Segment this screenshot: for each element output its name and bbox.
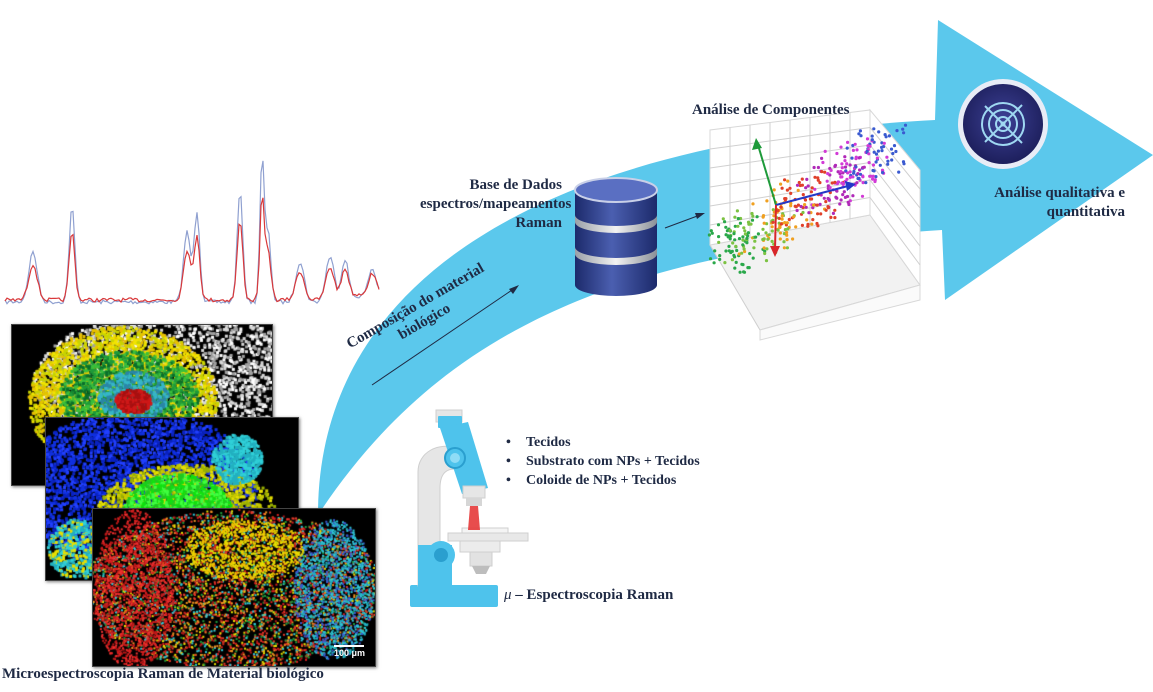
sample-item: Tecidos xyxy=(506,433,700,452)
database-label-line-3: Raman xyxy=(515,215,562,231)
process-arrow xyxy=(318,20,1153,515)
micro-raman-label: μ – Espectroscopia Raman xyxy=(504,587,673,604)
sample-item: Substrato com NPs + Tecidos xyxy=(506,452,700,471)
microscope-icon xyxy=(410,409,529,607)
composition-arrow-line xyxy=(371,287,516,386)
scale-bar: 100 μm xyxy=(334,645,365,658)
components-analysis-label: Análise de Componentes xyxy=(692,102,850,118)
db-to-pca-arrowhead xyxy=(695,213,705,219)
micro-symbol: μ xyxy=(504,587,512,603)
scale-bar-label: 100 μm xyxy=(333,648,365,658)
micro-raman-text: – Espectroscopia Raman xyxy=(511,587,674,603)
database-label-line-2: espectros/mapeamentos xyxy=(420,196,572,212)
sample-item: Coloide de NPs + Tecidos xyxy=(506,471,700,490)
target-icon xyxy=(958,79,1048,169)
bottom-title: Microespectroscopia Raman de Material bi… xyxy=(2,666,324,682)
sample-list: Tecidos Substrato com NPs + Tecidos Colo… xyxy=(506,433,700,490)
raman-map-panel-3: 100 μm xyxy=(92,508,376,667)
pca-scatter-plot xyxy=(707,108,921,341)
db-to-pca-arrow xyxy=(664,214,701,229)
database-label-line-1: Base de Dados xyxy=(469,177,562,193)
raman-spectra xyxy=(4,160,380,305)
output-analysis-label: Análise qualitativa e quantitativa xyxy=(915,184,1125,222)
output-label-line-2: quantitativa xyxy=(1046,204,1125,220)
database-icon xyxy=(574,177,658,296)
composition-arrowhead xyxy=(509,285,519,294)
output-label-line-1: Análise qualitativa e xyxy=(994,185,1125,201)
database-label: Base de Dados espectros/mapeamentos Rama… xyxy=(420,176,572,233)
